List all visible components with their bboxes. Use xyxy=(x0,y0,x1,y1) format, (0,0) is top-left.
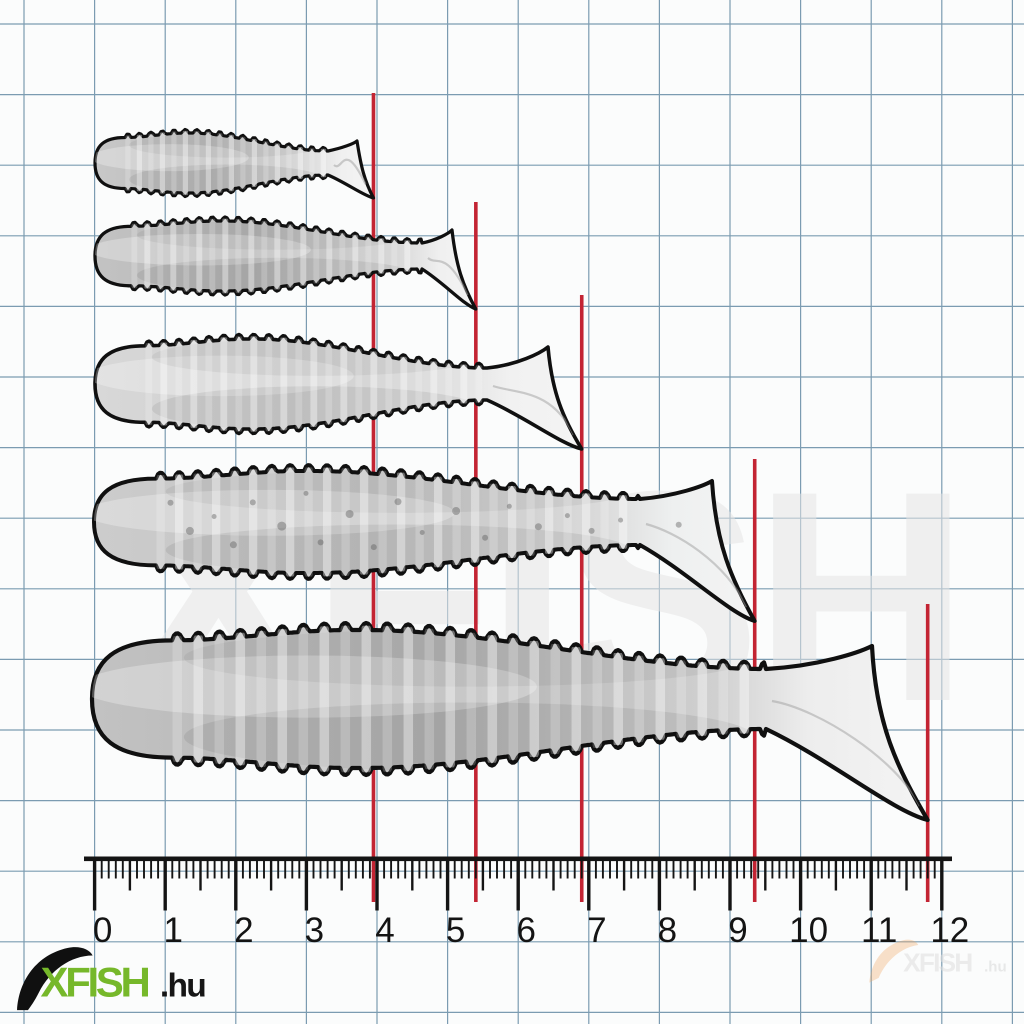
ruler-label-7: 7 xyxy=(587,911,606,950)
ruler-label-11: 11 xyxy=(861,911,897,950)
lure-2 xyxy=(93,215,478,311)
ruler-label-3: 3 xyxy=(305,911,324,950)
ruler-label-5: 5 xyxy=(446,911,465,950)
corner-watermark-text: XFISH xyxy=(903,947,972,977)
ruler-label-12: 12 xyxy=(930,911,969,950)
ruler-label-0: 0 xyxy=(93,911,112,950)
lure-1-body xyxy=(93,127,376,200)
ruler-label-1: 1 xyxy=(163,911,182,950)
logo-text: XFISH xyxy=(41,959,149,1006)
ruler: 0 1 2 3 4 5 6 7 8 9 10 11 12 xyxy=(84,856,969,950)
lure-2-texture xyxy=(95,218,469,296)
ruler-label-6: 6 xyxy=(516,911,535,950)
ruler-label-9: 9 xyxy=(728,911,747,950)
logo-suffix-text: .hu xyxy=(160,968,205,1005)
lure-1-texture xyxy=(95,130,367,196)
corner-watermark-swoosh-icon xyxy=(869,939,919,983)
lure-4-body xyxy=(92,463,757,623)
xfish-logo: XFISH .hu xyxy=(12,942,222,1016)
corner-watermark: XFISH .hu xyxy=(858,934,1018,991)
lure-2-body xyxy=(93,215,478,311)
lure-5 xyxy=(89,620,930,823)
ruler-label-2: 2 xyxy=(234,911,253,950)
logo-swoosh-icon xyxy=(17,947,93,1011)
lure-1 xyxy=(93,127,376,200)
ruler-label-10: 10 xyxy=(789,911,828,950)
ruler-label-4: 4 xyxy=(375,911,394,950)
ruler-label-8: 8 xyxy=(658,911,677,950)
lure-5-body xyxy=(89,620,930,823)
lure-5-texture xyxy=(92,625,921,807)
lure-3-body xyxy=(93,332,584,451)
corner-watermark-suffix: .hu xyxy=(984,958,1007,975)
ruler-baseline xyxy=(84,856,952,862)
